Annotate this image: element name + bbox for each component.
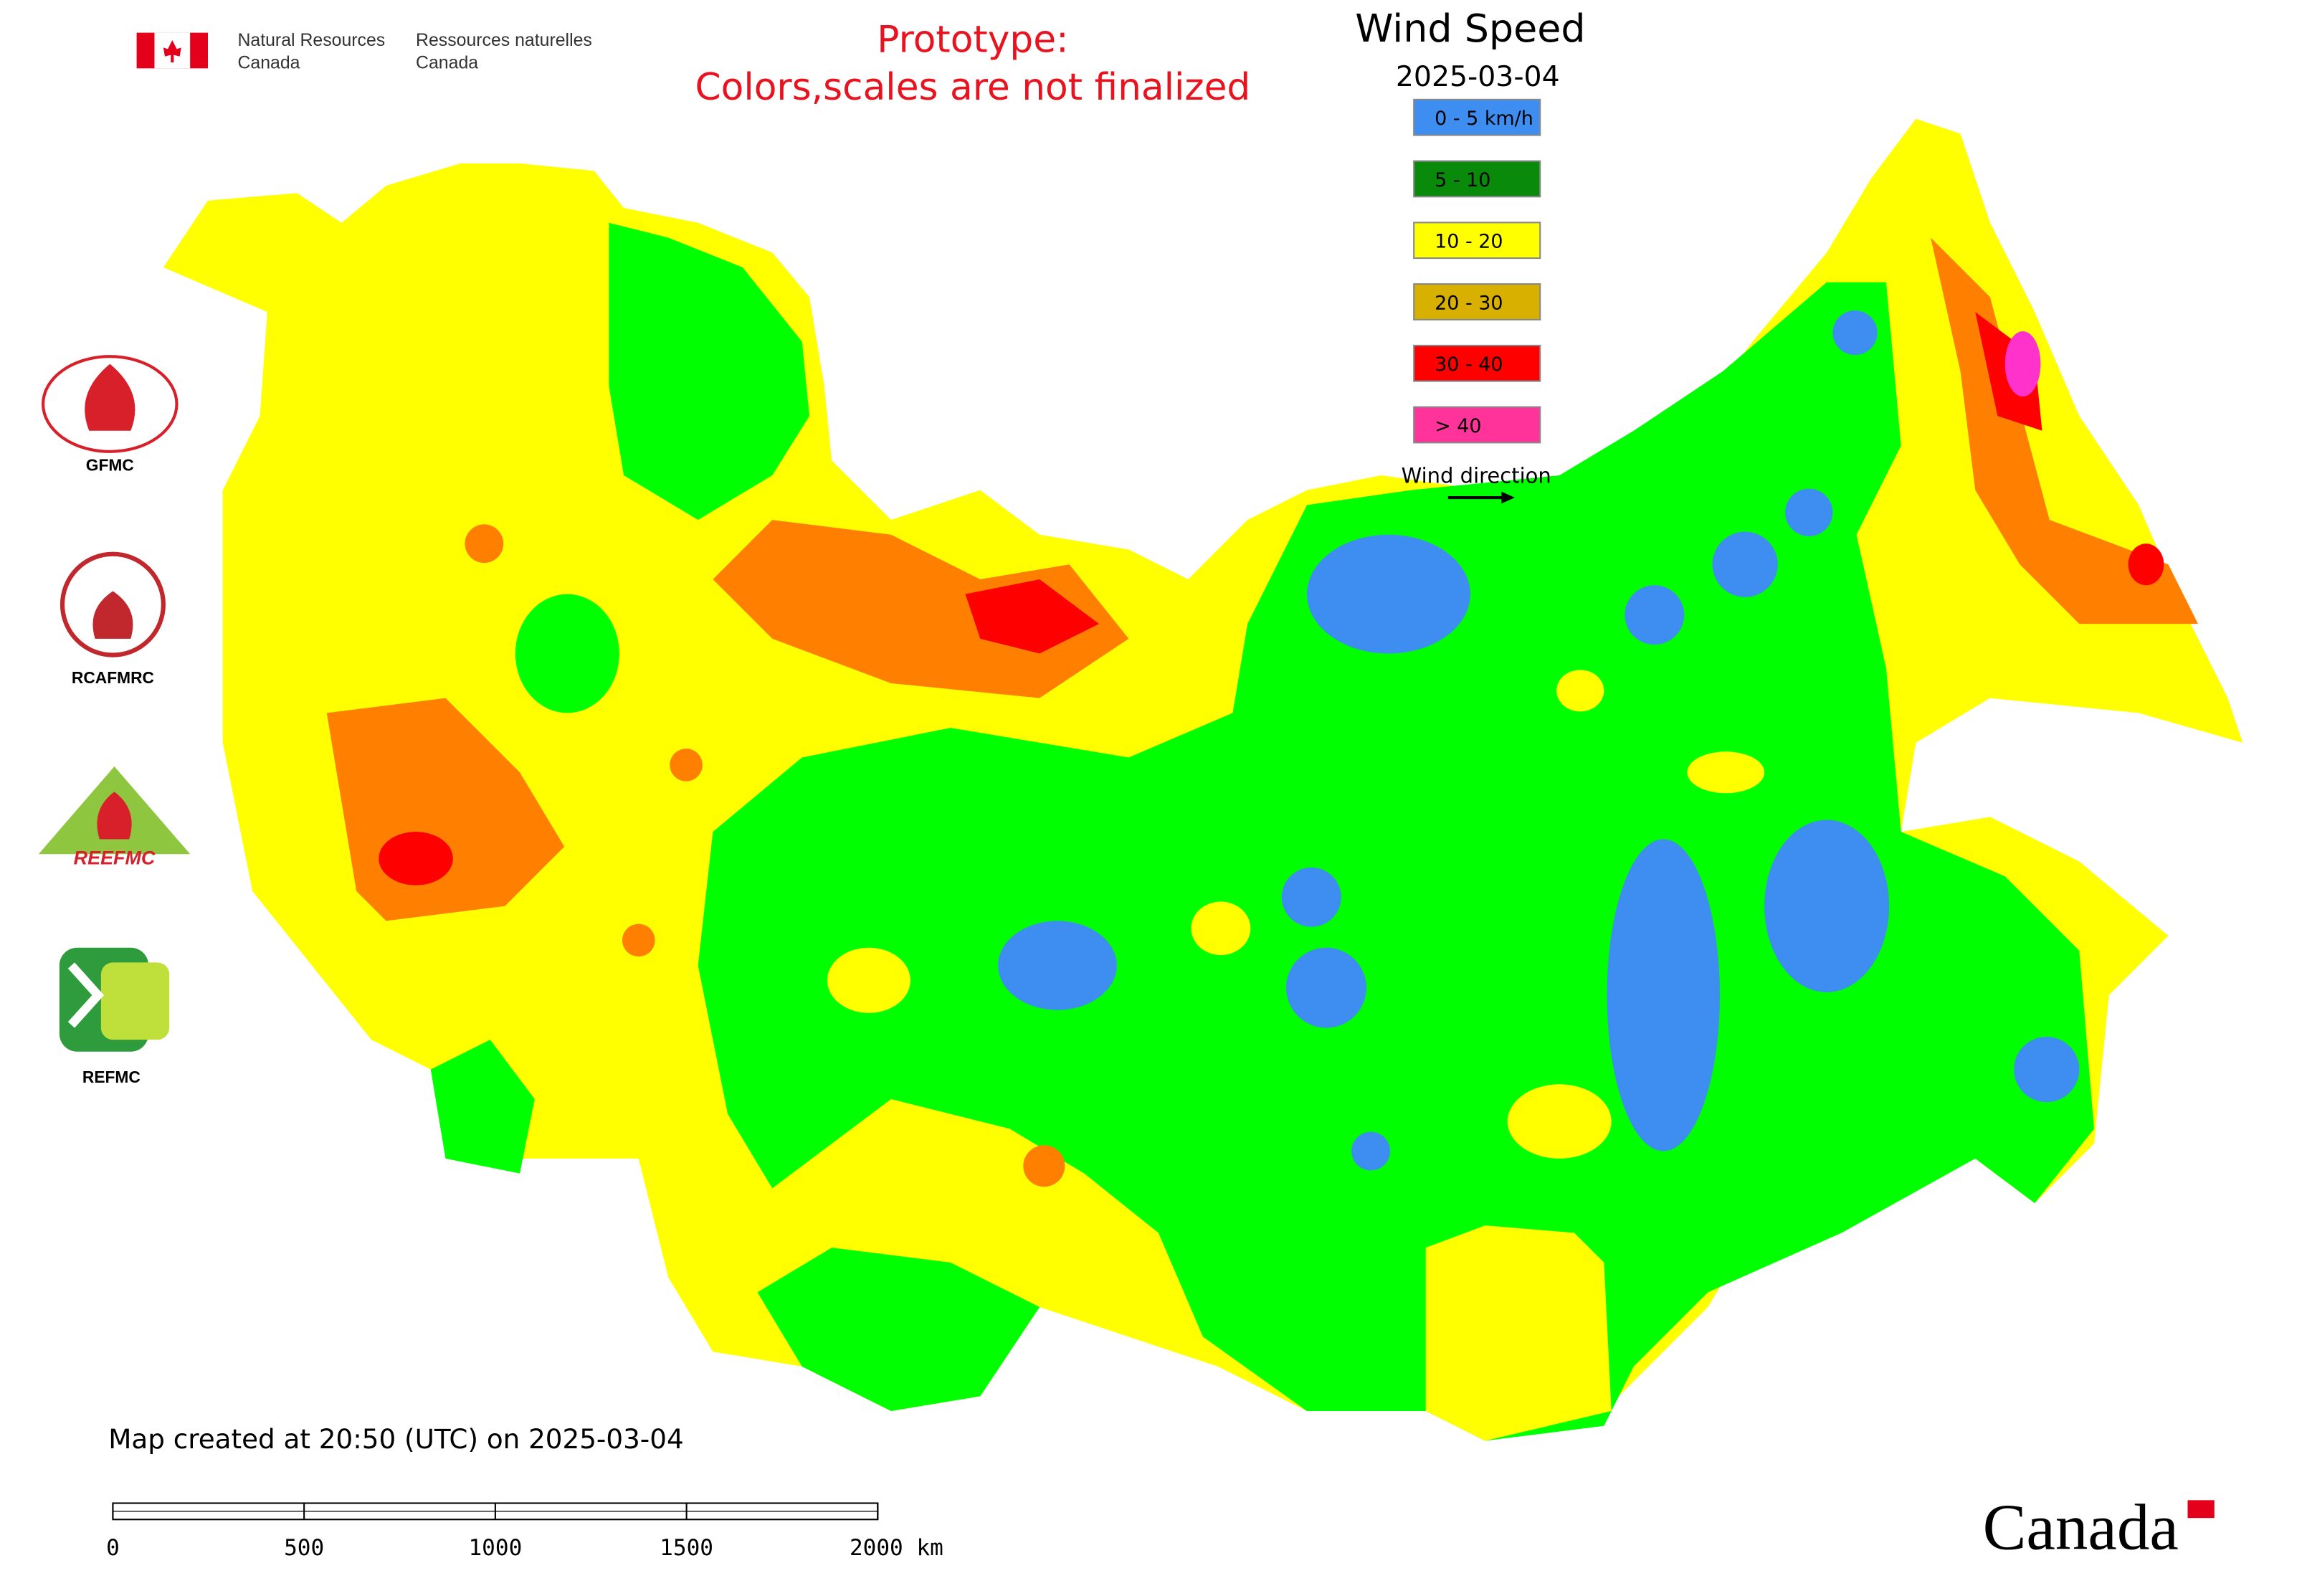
wordmark-flag (2187, 1500, 2215, 1519)
scale-label: 0 (106, 1535, 120, 1561)
legend-swatch (1413, 406, 1541, 444)
agency-fr: Ressources naturelles (416, 31, 592, 50)
scale-label: 2000 km (850, 1535, 943, 1561)
legend-swatch (1413, 98, 1541, 136)
notice: Colors,scales are not finalized (695, 66, 1251, 109)
wind-map (163, 118, 2243, 1441)
legend-label: 30 - 40 (1435, 353, 1503, 376)
reefmc-logo (38, 766, 191, 855)
notice: Prototype: (877, 19, 1068, 62)
legend: 0 - 5 km/h 5 - 10 10 - 20 20 - 30 30 - 40 > 4… (1413, 98, 1541, 444)
created-note: Map created at 20:50 (UTC) on 2025-03-04 (108, 1423, 683, 1455)
legend-title: Wind Speed (1355, 6, 1585, 51)
rcafmrc-logo (60, 551, 166, 657)
logo-label: GFMC (86, 456, 134, 475)
refmc-logo (59, 947, 170, 1052)
canada-flag (136, 32, 209, 69)
legend-label: > 40 (1435, 415, 1481, 437)
wind-arrow (1447, 491, 1516, 504)
gfmc-logo (42, 355, 179, 453)
legend-label: 10 - 20 (1435, 231, 1503, 253)
agency-en: Natural Resources (237, 31, 385, 50)
scale-label: 1000 (468, 1535, 522, 1561)
legend-label: 5 - 10 (1435, 169, 1490, 191)
legend-date: 2025-03-04 (1396, 60, 1560, 93)
legend-label: 20 - 30 (1435, 292, 1503, 314)
scale-label: 1500 (660, 1535, 713, 1561)
legend-swatch (1413, 283, 1541, 320)
scale-label: 500 (284, 1535, 324, 1561)
wind-direction-label: Wind direction (1402, 463, 1551, 488)
agency-en: Canada (237, 53, 300, 72)
legend-label: 0 - 5 km/h (1435, 108, 1533, 130)
logo-label: RCAFMRC (72, 668, 154, 687)
logo-label: REFMC (82, 1068, 141, 1086)
logo-wordmark: REEFMC (74, 847, 156, 869)
legend-swatch (1413, 222, 1541, 260)
canada-wordmark: Canada (1983, 1491, 2179, 1564)
scale-bar: 0 500 1000 1500 2000 km (106, 1502, 943, 1561)
agency-fr: Canada (416, 53, 478, 72)
legend-swatch (1413, 160, 1541, 198)
legend-swatch (1413, 344, 1541, 382)
